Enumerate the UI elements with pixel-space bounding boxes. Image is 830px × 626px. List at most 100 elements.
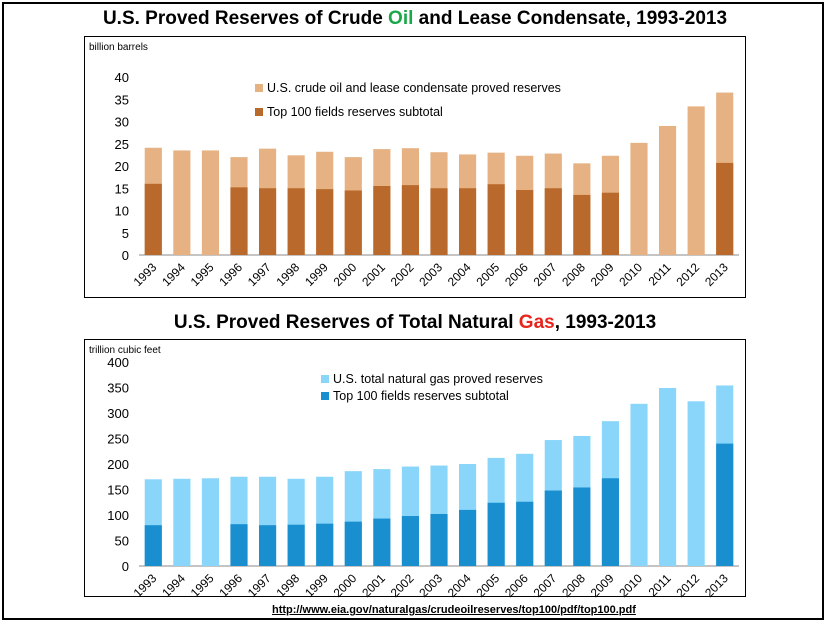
y-tick-label: 50 bbox=[115, 534, 129, 549]
y-tick-label: 200 bbox=[107, 457, 129, 472]
gas-chart-title: U.S. Proved Reserves of Total Natural Ga… bbox=[173, 312, 657, 333]
x-tick-label: 2002 bbox=[388, 260, 417, 289]
x-tick-label: 2008 bbox=[559, 260, 588, 289]
x-tick-label: 2011 bbox=[646, 260, 674, 288]
y-tick-label: 100 bbox=[107, 508, 129, 523]
gas-chart-panel: trillion cubic feet 0 50 100 150 200 250 300 350… bbox=[84, 339, 746, 598]
x-tick-label: 1999 bbox=[302, 571, 331, 598]
x-tick-label: 2009 bbox=[588, 571, 617, 598]
subtotal-bar bbox=[487, 502, 505, 566]
unit-label: trillion cubic feet bbox=[89, 345, 161, 356]
x-tick-label: 2000 bbox=[331, 571, 360, 598]
legend-swatch bbox=[255, 84, 263, 92]
y-tick-label: 25 bbox=[115, 137, 129, 152]
x-tick-label: 2005 bbox=[473, 571, 502, 598]
x-tick-label: 2005 bbox=[473, 260, 502, 289]
subtotal-bar bbox=[401, 516, 419, 566]
subtotal-bar bbox=[601, 478, 619, 566]
subtotal-bar bbox=[573, 194, 591, 255]
y-tick-label: 0 bbox=[122, 559, 129, 574]
legend-swatch bbox=[321, 392, 329, 400]
total-bar bbox=[687, 401, 705, 566]
x-tick-label: 1993 bbox=[131, 260, 160, 289]
subtotal-bar bbox=[259, 525, 277, 566]
x-tick-label: 2007 bbox=[531, 260, 560, 289]
x-tick-label: 2007 bbox=[531, 571, 560, 598]
y-tick-label: 300 bbox=[107, 406, 129, 421]
y-tick-label: 40 bbox=[115, 70, 129, 85]
x-tick-label: 1999 bbox=[302, 260, 331, 289]
subtotal-bar bbox=[344, 190, 362, 255]
x-tick-label: 2008 bbox=[559, 571, 588, 598]
x-tick-label: 2012 bbox=[673, 571, 702, 598]
subtotal-bar bbox=[287, 188, 305, 255]
gas-chart: trillion cubic feet 0 50 100 150 200 250 300 350… bbox=[89, 345, 739, 598]
subtotal-bar bbox=[516, 501, 534, 566]
x-tick-label: 1998 bbox=[273, 260, 302, 289]
subtotal-bar bbox=[144, 525, 162, 566]
x-tick-label: 1997 bbox=[245, 571, 274, 598]
legend-swatch bbox=[321, 375, 329, 383]
x-tick-label: 2003 bbox=[416, 260, 445, 289]
subtotal-bar bbox=[516, 190, 534, 255]
subtotal-bar bbox=[716, 443, 734, 566]
x-tick-label: 2009 bbox=[588, 260, 617, 289]
subtotal-bar bbox=[316, 189, 334, 255]
legend-label: U.S. crude oil and lease condensate prov… bbox=[267, 81, 561, 95]
x-tick-label: 2010 bbox=[616, 260, 645, 289]
subtotal-bar bbox=[316, 523, 334, 566]
subtotal-bar bbox=[344, 521, 362, 566]
subtotal-bar bbox=[373, 518, 391, 566]
total-bar bbox=[201, 478, 219, 566]
x-tick-label: 1998 bbox=[273, 571, 302, 598]
subtotal-bar bbox=[401, 185, 419, 255]
x-tick-label: 2012 bbox=[673, 260, 702, 289]
x-tick-label: 2006 bbox=[502, 260, 531, 289]
y-tick-label: 250 bbox=[107, 432, 129, 447]
legend-label: Top 100 fields reserves subtotal bbox=[267, 105, 443, 119]
x-tick-label: 1993 bbox=[131, 571, 160, 598]
y-tick-label: 15 bbox=[115, 181, 129, 196]
subtotal-bar bbox=[230, 187, 248, 255]
x-tick-label: 1995 bbox=[188, 260, 217, 289]
subtotal-bar bbox=[459, 188, 477, 255]
x-tick-label: 1996 bbox=[216, 571, 245, 598]
x-tick-label: 1994 bbox=[159, 260, 188, 289]
y-tick-label: 35 bbox=[115, 92, 129, 107]
x-tick-label: 2013 bbox=[702, 260, 731, 289]
x-tick-label: 2002 bbox=[388, 571, 417, 598]
subtotal-bar bbox=[259, 188, 277, 255]
subtotal-bar bbox=[601, 192, 619, 255]
legend-label: Top 100 fields reserves subtotal bbox=[333, 389, 509, 403]
x-tick-label: 2004 bbox=[445, 260, 474, 289]
x-tick-label: 1996 bbox=[216, 260, 245, 289]
legend-swatch bbox=[255, 108, 263, 116]
x-tick-label: 2001 bbox=[359, 571, 388, 598]
total-bar bbox=[659, 125, 677, 255]
y-tick-label: 30 bbox=[115, 115, 129, 130]
subtotal-bar bbox=[287, 524, 305, 566]
unit-label: billion barrels bbox=[89, 42, 148, 53]
subtotal-bar bbox=[487, 184, 505, 255]
x-tick-label: 2011 bbox=[646, 571, 674, 598]
x-tick-label: 2010 bbox=[616, 571, 645, 598]
y-tick-label: 0 bbox=[122, 248, 129, 263]
source-link[interactable]: http://www.eia.gov/naturalgas/crudeoilre… bbox=[272, 604, 636, 616]
total-bar bbox=[630, 403, 648, 566]
legend-label: U.S. total natural gas proved reserves bbox=[333, 372, 543, 386]
oil-chart-panel: billion barrels 0 5 10 15 20 25 30 35 40 1993 1994 1… bbox=[84, 36, 746, 298]
y-tick-label: 20 bbox=[115, 159, 129, 174]
subtotal-bar bbox=[573, 487, 591, 566]
total-bar bbox=[173, 478, 191, 566]
subtotal-bar bbox=[459, 509, 477, 566]
x-tick-label: 2001 bbox=[359, 260, 388, 289]
x-tick-label: 1997 bbox=[245, 260, 274, 289]
subtotal-bar bbox=[544, 188, 562, 255]
y-tick-label: 10 bbox=[115, 204, 129, 219]
total-bar bbox=[687, 106, 705, 256]
total-bar bbox=[630, 142, 648, 255]
subtotal-bar bbox=[430, 188, 448, 255]
subtotal-bar bbox=[230, 524, 248, 566]
oil-chart-title: U.S. Proved Reserves of Crude Oil and Le… bbox=[102, 8, 728, 29]
